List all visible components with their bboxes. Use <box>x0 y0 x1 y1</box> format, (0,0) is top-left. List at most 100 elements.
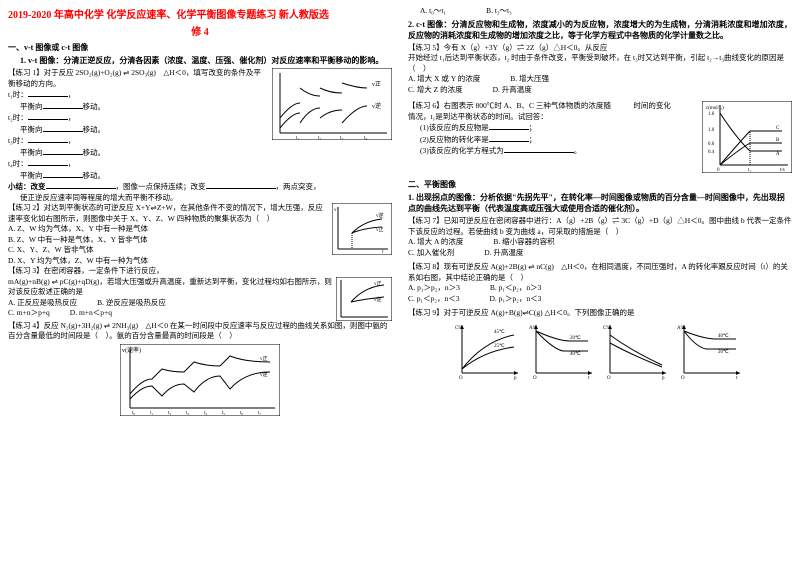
svg-text:v逆: v逆 <box>374 296 382 303</box>
opt3-b: B. 逆反应是吸热反应 <box>97 298 166 309</box>
summary4: 使正逆反应速率同等程度的增大而平衡不移动。 <box>20 193 392 204</box>
p5b: 开始经过 t₁后达到平衡状态，t₂ 时由于条件改变，平衡受到破坏，在 t₃时又达… <box>408 53 792 74</box>
right-column: A. t₀～t₁B. t₂～t₃ 2. c-t 图像：分清反应物和生成物，浓度减… <box>400 0 800 565</box>
svg-text:A%: A% <box>677 326 685 331</box>
svg-text:v正: v正 <box>374 281 382 287</box>
opt7-c: C. 加入催化剂 <box>408 248 454 259</box>
svg-text:t₇: t₇ <box>258 411 261 416</box>
chart-p4: v(速率) v正 v逆 t₀ t₁ t₂ t₃ t₄ t₅ t₆ t₇ <box>8 344 392 416</box>
opt-b: B. Z、W 中有一种是气体，X、Y 皆非气体 <box>8 235 328 246</box>
svg-text:t₂: t₂ <box>168 411 171 416</box>
svg-text:t₄: t₄ <box>204 411 207 416</box>
summary: 小结：改变，图像一点保持连续；改变，两点突变， <box>8 181 392 193</box>
opt8-c: C. p₁＜p₂，n＜3 <box>408 294 459 305</box>
svg-text:O: O <box>681 376 685 381</box>
charts-p9: C% 45℃ 25℃ p O A% 20℃ 40℃ t O C% <box>408 321 792 381</box>
svg-text:A: A <box>776 152 780 157</box>
svg-text:O: O <box>459 376 463 381</box>
practice1: 【练习 1】对于反应 2SO₂(g)+O₂(g) ⇌ 2SO₃(g) △H＜0，… <box>8 68 268 89</box>
t4-line: t₄时：， <box>8 158 268 170</box>
svg-text:0.6: 0.6 <box>708 142 715 147</box>
t2-line: t₂时：， <box>8 112 268 124</box>
practice5: 【练习 5】今有 X（g）+3Y（g）⇌ 2Z（g）△H＜0。从反应 <box>408 43 792 54</box>
chart-p3: v正 v逆 <box>336 277 392 321</box>
svg-text:t₁: t₁ <box>296 136 299 140</box>
svg-text:20℃: 20℃ <box>718 349 729 355</box>
opt-d: D. X、Y 均为气体，Z、W 中有一种为气体 <box>8 256 328 267</box>
svg-text:p: p <box>514 376 517 381</box>
svg-text:t₀: t₀ <box>132 411 135 416</box>
svg-text:t: t <box>588 376 590 381</box>
chart9-1: C% 45℃ 25℃ p O <box>454 321 524 381</box>
opt5-c: C. 增大 Z 的浓度 <box>408 85 463 96</box>
svg-text:v(速率): v(速率) <box>122 346 141 354</box>
svg-text:t₁: t₁ <box>150 411 153 416</box>
section1-1: 1. v-t 图像：分清正逆反应，分清各因素（浓度、温度、压强、催化剂）对反应速… <box>20 55 392 66</box>
svg-text:t₂: t₂ <box>318 136 321 140</box>
chart9-4: A% 40℃ 20℃ t O <box>676 321 746 381</box>
svg-text:1.6: 1.6 <box>708 112 715 117</box>
svg-text:v逆: v逆 <box>376 212 384 219</box>
practice3: 【练习 3】在密闭容器，一定条件下进行反应， <box>8 266 392 277</box>
opt3-c: C. m+n＞p+q <box>8 308 50 319</box>
practice8: 【练习 8】现有可逆反应 A(g)+2B(g) ⇌ nC(g) △H＜0，在相同… <box>408 262 792 283</box>
t4-bal: 平衡向移动。 <box>20 170 268 182</box>
opt-c: C. X、Y、Z、W 皆非气体 <box>8 245 328 256</box>
svg-text:25℃: 25℃ <box>494 343 505 349</box>
practice4: 【练习 4】反应 N₂(g)+3H₂(g) ⇌ 2NH₃(g) △H＜0 在某一… <box>8 321 392 342</box>
opt-a: A. Z、W 均为气体，X、Y 中有一种是气体 <box>8 224 328 235</box>
section1: 一、v-t 图像或 c-t 图像 <box>8 42 392 53</box>
svg-text:O: O <box>607 376 611 381</box>
svg-text:c(mol/L): c(mol/L) <box>706 106 724 111</box>
svg-text:1.0: 1.0 <box>708 128 715 133</box>
svg-text:t₅: t₅ <box>222 411 225 416</box>
chart-vt-curves: v正 v逆 t₁ t₂ t₃ t₄ <box>272 68 392 181</box>
practice2: 【练习 2】对达到平衡状态的可逆反应 X+Y⇌Z+W，在其他条件不变的情况下，增… <box>8 203 328 224</box>
title-line1: 2019-2020 年高中化学 化学反应速率、化学平衡图像专题练习 新人教版选 <box>8 6 392 21</box>
chart-p2: v逆 v正 v t <box>332 203 392 266</box>
svg-text:O: O <box>533 376 537 381</box>
opt8-d: D. p₁＞p₂，n＜3 <box>489 294 541 305</box>
practice6: 【练习 6】右图表示 800℃时 A、B、C 三种气体物质的浓度随 时间的变化 <box>408 101 698 112</box>
opt7-d: D. 升高温度 <box>484 248 523 259</box>
p3b: mA(g)+nB(g) ⇌ pC(g)+qD(g)，若增大压强或升高温度，重新达… <box>8 277 332 298</box>
left-column: 2019-2020 年高中化学 化学反应速率、化学平衡图像专题练习 新人教版选 … <box>0 0 400 565</box>
svg-text:40℃: 40℃ <box>570 351 581 357</box>
q6-3: (3)该反应的化学方程式为。 <box>420 145 698 157</box>
svg-text:t₃: t₃ <box>186 411 189 416</box>
svg-text:45℃: 45℃ <box>494 329 505 335</box>
svg-text:t₄: t₄ <box>364 136 367 140</box>
svg-text:p: p <box>662 376 665 381</box>
chart9-3: C% p O <box>602 321 672 381</box>
opt5-d: D. 升高温度 <box>493 85 532 96</box>
opt8-a: A. p₁＞p₂，n＞3 <box>408 283 460 294</box>
svg-text:t₁: t₁ <box>748 168 751 173</box>
svg-text:t₃: t₃ <box>340 136 343 140</box>
svg-text:v正: v正 <box>260 356 268 362</box>
svg-text:C%: C% <box>455 326 463 331</box>
svg-text:A%: A% <box>529 326 537 331</box>
svg-text:t/s: t/s <box>780 168 785 173</box>
svg-text:v正: v正 <box>372 81 381 88</box>
chart9-2: A% 20℃ 40℃ t O <box>528 321 598 381</box>
q6-1: (1)该反应的反应物是； <box>420 122 698 134</box>
t2-bal: 平衡向移动。 <box>20 124 268 136</box>
opt-r-row: A. t₀～t₁B. t₂～t₃ <box>420 6 792 17</box>
t1-bal: 平衡向移动。 <box>20 101 268 113</box>
svg-text:v逆: v逆 <box>260 371 268 378</box>
svg-text:20℃: 20℃ <box>570 335 581 341</box>
opt3-a: A. 正反应是吸热反应 <box>8 298 77 309</box>
practice7: 【练习 7】已知可逆反应在密闭容器中进行：A（g）+2B（g）⇌ 3C（g）+D… <box>408 216 792 237</box>
svg-text:40℃: 40℃ <box>718 333 729 339</box>
t3-line: t₃时：， <box>8 135 268 147</box>
t1-line: t₁时：， <box>8 89 268 101</box>
practice9: 【练习 9】对于可逆反应 A(g)+B(g)⇌C(g) △H＜0。下列图像正确的… <box>408 308 792 319</box>
svg-text:t: t <box>736 376 738 381</box>
svg-text:t₆: t₆ <box>240 411 243 416</box>
section2: 二、平衡图像 <box>408 179 792 190</box>
p6c: 情况，t₁是到达平衡状态的时间。试回答： <box>408 112 698 123</box>
opt7-a: A. 增大 A 的浓度 <box>408 237 463 248</box>
opt5-a: A. 增大 X 或 Y 的浓度 <box>408 74 480 85</box>
opt7-b: B. 缩小容器的容积 <box>493 237 554 248</box>
opt8-b: B. p₁＜p₂，n＞3 <box>490 283 541 294</box>
